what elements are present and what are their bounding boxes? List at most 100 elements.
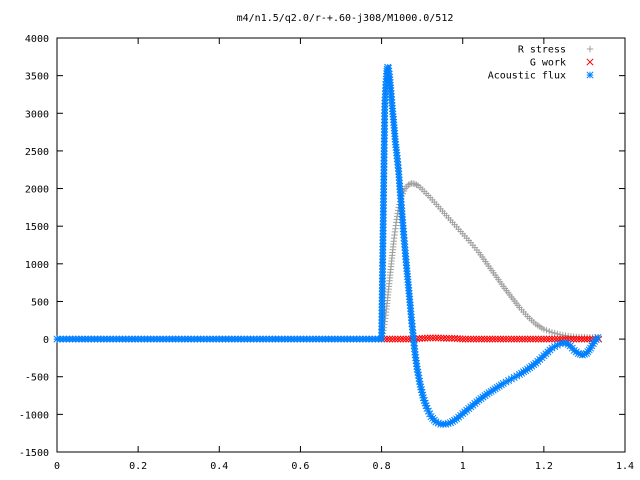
data-point — [540, 335, 548, 343]
data-point — [521, 335, 529, 343]
x-tick-label: 1 — [460, 461, 466, 472]
data-point — [426, 410, 434, 418]
x-tick-label: 0 — [54, 461, 60, 472]
data-point — [505, 376, 513, 385]
data-point — [469, 335, 478, 343]
data-point — [518, 335, 526, 343]
data-point — [446, 419, 455, 427]
y-tick-label: -1000 — [19, 410, 49, 421]
data-point — [578, 351, 586, 359]
data-point — [414, 371, 422, 379]
data-layer — [53, 63, 603, 428]
data-point — [434, 334, 442, 342]
data-point — [423, 334, 432, 342]
data-point — [580, 350, 588, 358]
data-point — [494, 335, 502, 343]
data-point — [548, 329, 556, 336]
data-point — [420, 396, 428, 404]
data-point — [451, 416, 459, 424]
data-point — [576, 350, 584, 358]
data-point — [515, 335, 524, 343]
data-point — [383, 335, 391, 343]
y-tick-label: 1500 — [25, 222, 49, 233]
data-point — [405, 181, 412, 188]
data-point — [448, 334, 456, 342]
data-point — [543, 335, 551, 343]
data-point — [545, 335, 553, 343]
data-point — [522, 366, 530, 375]
data-point — [418, 334, 426, 342]
data-point — [459, 335, 467, 343]
data-point — [548, 344, 556, 352]
data-point — [434, 419, 442, 427]
legend-marker-acoustic-flux — [586, 71, 594, 79]
y-tick-label: 3000 — [25, 109, 49, 120]
data-point — [461, 335, 469, 343]
data-point — [515, 370, 524, 379]
data-point — [472, 335, 480, 343]
legend-label-acoustic-flux: Acoustic flux — [488, 71, 566, 82]
data-point — [415, 335, 423, 343]
data-point — [543, 327, 550, 334]
data-point — [467, 335, 475, 343]
data-point — [567, 335, 575, 343]
data-point — [414, 368, 422, 376]
data-point — [417, 386, 425, 394]
data-point — [551, 329, 558, 337]
data-point — [415, 374, 423, 382]
data-point — [483, 335, 491, 343]
data-point — [548, 335, 556, 343]
data-point — [396, 335, 405, 343]
data-point — [486, 335, 494, 343]
y-tick-label: -1500 — [19, 448, 49, 459]
data-point — [524, 335, 532, 343]
x-tick-label: 1.2 — [535, 461, 553, 472]
data-point — [464, 335, 472, 343]
data-point — [442, 420, 450, 428]
y-tick-label: 2500 — [25, 147, 49, 158]
data-point — [429, 334, 437, 342]
data-point — [510, 335, 518, 343]
data-point — [394, 335, 402, 343]
legend-marker-r-stress — [586, 45, 594, 53]
x-tick-label: 0.8 — [373, 461, 391, 472]
data-point — [487, 387, 495, 395]
data-point — [444, 419, 452, 427]
x-tick-label: 0.6 — [291, 461, 309, 472]
axis-ticks: 0 0.2 0.4 0.6 0.8 1 1.2 1.4 4000 3500 3000 2500 2000… — [19, 34, 634, 472]
data-point — [520, 368, 528, 376]
series-r-stress — [53, 180, 602, 343]
data-point — [488, 335, 497, 343]
x-tick-label: 0.2 — [129, 461, 147, 472]
data-point — [442, 334, 451, 342]
data-point — [402, 335, 410, 343]
data-point — [445, 334, 453, 342]
plot-border — [56, 37, 626, 453]
y-tick-label: -500 — [25, 373, 49, 384]
data-point — [578, 335, 586, 343]
data-point — [421, 399, 429, 407]
data-point — [489, 386, 497, 394]
legend: R stress G work Acoustic flux — [488, 45, 594, 82]
legend-marker-g-work — [586, 58, 594, 66]
legend-label-r-stress: R stress — [518, 45, 566, 56]
data-point — [499, 379, 507, 388]
data-point — [495, 382, 503, 390]
y-tick-label: 3500 — [25, 72, 49, 83]
data-point — [493, 383, 501, 392]
data-point — [417, 383, 425, 391]
data-point — [532, 335, 540, 343]
data-point — [437, 334, 445, 342]
data-point — [580, 335, 588, 343]
data-point — [423, 404, 431, 412]
y-tick-label: 0 — [43, 335, 49, 346]
y-tick-label: 4000 — [25, 34, 49, 45]
data-point — [589, 340, 597, 348]
chart-title: m4/n1.5/q2.0/r-+.60-j308/M1000.0/512 — [237, 13, 454, 24]
data-point — [421, 334, 429, 342]
data-point — [551, 335, 559, 343]
data-point — [497, 335, 505, 343]
data-point — [507, 335, 515, 343]
data-point — [480, 335, 488, 343]
data-point — [505, 335, 513, 343]
